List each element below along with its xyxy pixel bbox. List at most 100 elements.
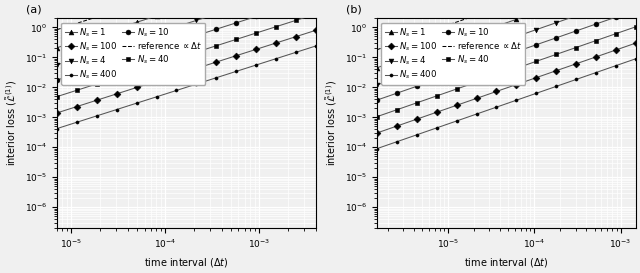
reference $\propto \Delta t$ [73, 22, 81, 25]
$N_s = 100$ [513, 83, 520, 86]
$N_s = 4$ [592, 7, 600, 11]
$N_s = 40$ [232, 38, 240, 41]
$N_s = 40$ [312, 12, 319, 16]
Line: $N_s = 100$: $N_s = 100$ [374, 41, 638, 135]
$N_s = 100$ [73, 105, 81, 108]
$N_s = 400$ [572, 78, 580, 81]
$N_s = 100$ [532, 76, 540, 79]
$N_s = 40$ [73, 89, 81, 92]
$N_s = 400$ [312, 44, 319, 48]
reference $\propto \Delta t$ [373, 48, 381, 51]
$N_s = 400$ [292, 51, 300, 54]
$N_s = 10$ [53, 78, 61, 82]
$N_s = 400$ [113, 108, 120, 111]
$N_s = 400$ [592, 71, 600, 74]
$N_s = 10$ [113, 59, 120, 63]
$N_s = 400$ [612, 64, 620, 67]
$N_s = 40$ [513, 67, 520, 70]
$N_s = 40$ [93, 82, 100, 85]
$N_s = 40$ [272, 25, 280, 28]
$N_s = 40$ [452, 87, 460, 91]
$N_s = 10$ [393, 91, 401, 95]
Line: $N_s = 4$: $N_s = 4$ [374, 0, 638, 87]
$N_s = 10$ [93, 66, 100, 69]
reference $\propto \Delta t$ [493, 7, 500, 10]
$N_s = 4$ [93, 51, 100, 54]
$N_s = 100$ [592, 55, 600, 58]
$N_s = 400$ [93, 114, 100, 117]
reference $\propto \Delta t$ [473, 13, 481, 17]
$N_s = 10$ [292, 2, 300, 5]
$N_s = 100$ [393, 124, 401, 128]
$N_s = 400$ [452, 119, 460, 123]
$N_s = 100$ [272, 41, 280, 45]
$N_s = 40$ [612, 32, 620, 35]
Line: reference $\propto \Delta t$: reference $\propto \Delta t$ [57, 0, 316, 30]
$N_s = 10$ [532, 43, 540, 46]
$N_s = 10$ [153, 47, 161, 50]
$N_s = 10$ [373, 99, 381, 102]
Text: (b): (b) [346, 4, 362, 14]
$N_s = 40$ [292, 19, 300, 22]
$N_s = 4$ [513, 35, 520, 38]
$N_s = 40$ [193, 51, 200, 54]
$N_s = 40$ [493, 73, 500, 77]
$N_s = 40$ [113, 76, 120, 79]
$N_s = 4$ [193, 19, 200, 22]
$N_s = 4$ [572, 14, 580, 17]
$N_s = 100$ [312, 29, 319, 32]
$N_s = 10$ [612, 16, 620, 19]
$N_s = 400$ [513, 99, 520, 102]
$N_s = 1$ [433, 45, 440, 49]
$N_s = 40$ [252, 31, 260, 35]
$N_s = 1$ [513, 18, 520, 21]
$N_s = 40$ [572, 46, 580, 49]
$N_s = 100$ [612, 48, 620, 52]
$N_s = 1$ [493, 25, 500, 28]
$N_s = 4$ [532, 28, 540, 31]
$N_s = 4$ [473, 49, 481, 52]
X-axis label: time interval ($\Delta t$): time interval ($\Delta t$) [464, 256, 548, 269]
$N_s = 4$ [173, 25, 180, 28]
$N_s = 400$ [552, 85, 560, 88]
$N_s = 400$ [173, 89, 180, 92]
$N_s = 10$ [572, 29, 580, 32]
$N_s = 4$ [413, 70, 420, 73]
Y-axis label: interior loss ($\tilde{\mathcal{L}}^{(1)}$): interior loss ($\tilde{\mathcal{L}}^{(1)… [4, 80, 19, 166]
$N_s = 400$ [73, 121, 81, 124]
$N_s = 400$ [212, 76, 220, 79]
$N_s = 1$ [153, 14, 161, 17]
$N_s = 4$ [153, 31, 161, 35]
$N_s = 40$ [433, 94, 440, 97]
$N_s = 4$ [212, 13, 220, 16]
$N_s = 1$ [373, 66, 381, 69]
$N_s = 10$ [473, 64, 481, 67]
Line: $N_s = 4$: $N_s = 4$ [54, 0, 318, 67]
$N_s = 400$ [473, 112, 481, 116]
$N_s = 1$ [73, 40, 81, 43]
$N_s = 4$ [73, 57, 81, 60]
$N_s = 100$ [552, 69, 560, 72]
$N_s = 400$ [272, 57, 280, 60]
$N_s = 10$ [632, 8, 639, 12]
$N_s = 400$ [493, 105, 500, 109]
$N_s = 100$ [493, 90, 500, 93]
$N_s = 10$ [452, 71, 460, 74]
$N_s = 100$ [292, 35, 300, 38]
Text: (a): (a) [26, 4, 42, 14]
$N_s = 10$ [193, 34, 200, 37]
$N_s = 10$ [513, 50, 520, 53]
reference $\propto \Delta t$ [113, 9, 120, 12]
$N_s = 10$ [173, 40, 180, 44]
Line: reference $\propto \Delta t$: reference $\propto \Delta t$ [377, 0, 636, 50]
reference $\propto \Delta t$ [413, 34, 420, 37]
$N_s = 1$ [473, 32, 481, 35]
$N_s = 1$ [393, 59, 401, 63]
reference $\propto \Delta t$ [53, 28, 61, 31]
$N_s = 40$ [393, 108, 401, 111]
$N_s = 100$ [173, 73, 180, 76]
Line: $N_s = 10$: $N_s = 10$ [374, 8, 638, 103]
$N_s = 100$ [153, 79, 161, 83]
$N_s = 10$ [493, 57, 500, 60]
$N_s = 400$ [632, 57, 639, 60]
